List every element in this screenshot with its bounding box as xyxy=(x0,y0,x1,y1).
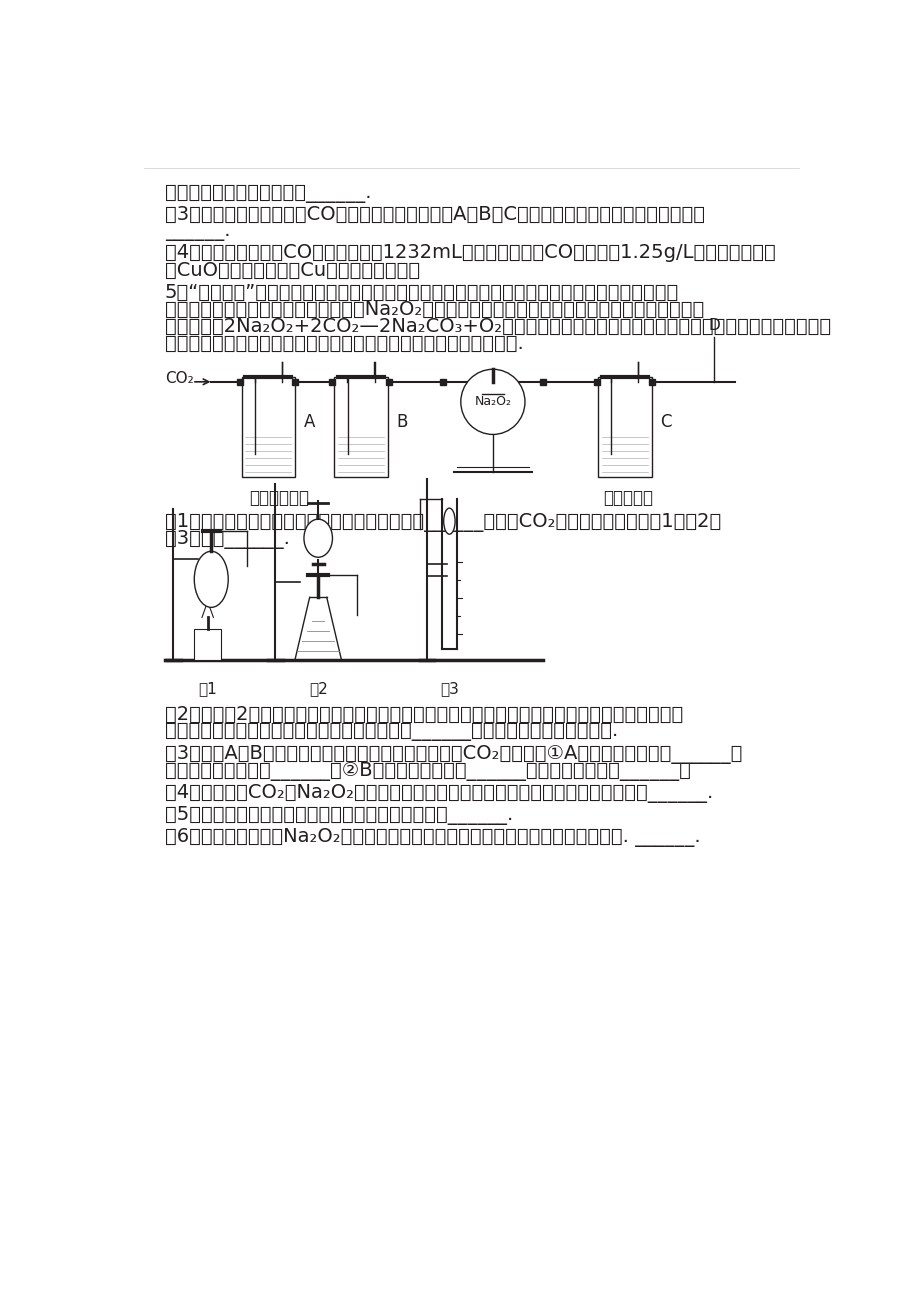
Text: C: C xyxy=(659,413,671,431)
Text: 图2: 图2 xyxy=(309,681,327,697)
Ellipse shape xyxy=(303,519,332,557)
Text: 发生的化学方程式是______；②B装置的具体功能是______，其瓶内液体应是______；: 发生的化学方程式是______；②B装置的具体功能是______，其瓶内液体应是… xyxy=(165,762,690,781)
Text: （2）检查图2装置的气密性的方法是：将装置中导气管上的胶皮管用弹簧夹夹住，往长颈漏斗中注: （2）检查图2装置的气密性的方法是：将装置中导气管上的胶皮管用弹簧夹夹住，往长颈… xyxy=(165,704,683,724)
Text: 图3中选择______.: 图3中选择______. xyxy=(165,530,289,549)
Text: A: A xyxy=(303,413,314,431)
Bar xyxy=(334,376,387,477)
Text: 澄清石灰水: 澄清石灰水 xyxy=(603,490,652,506)
Bar xyxy=(242,376,295,477)
Text: Na₂O₂: Na₂O₂ xyxy=(474,396,511,409)
Ellipse shape xyxy=(194,551,228,608)
Text: （3）设计A、B装置的目的是净化导入的纯净且干燥的CO₂．其中，①A装置的具体功能是______所: （3）设计A、B装置的目的是净化导入的纯净且干燥的CO₂．其中，①A装置的具体功… xyxy=(165,745,742,764)
Text: D: D xyxy=(708,318,719,333)
Bar xyxy=(597,376,651,477)
Text: （5）表明二氧化碳没有被过氧化钓完全吸收的现象是______.: （5）表明二氧化碳没有被过氧化钓完全吸收的现象是______. xyxy=(165,806,513,825)
Bar xyxy=(194,629,221,660)
Ellipse shape xyxy=(460,370,525,435)
Text: （1）实验室确定气体发生装置时应考虑的因素是______；制取CO₂的装置，应从下列图1、图2、: （1）实验室确定气体发生装置时应考虑的因素是______；制取CO₂的装置，应从… xyxy=(165,513,720,533)
Text: 水艦中的氧气再生剂，如：过氧化钓（Na₂O₂）在常温下能与人呼出的二氧化碳反应生成氧气，化学: 水艦中的氧气再生剂，如：过氧化钓（Na₂O₂）在常温下能与人呼出的二氧化碳反应生… xyxy=(165,299,703,319)
Text: 5、“婦娠一号”飞船的成功发射是我国航天事业的又一里程碑．金属过氧化物等可作宇宙飞船或潜: 5、“婦娠一号”飞船的成功发射是我国航天事业的又一里程碑．金属过氧化物等可作宇宙… xyxy=(165,283,678,302)
Text: （6）常温下水也能与Na₂O₂反应，生成氧气和氢氧化钓，写出该反应的化学方程式. ______.: （6）常温下水也能与Na₂O₂反应，生成氧气和氢氧化钓，写出该反应的化学方程式.… xyxy=(165,828,699,846)
Text: 图3: 图3 xyxy=(440,681,460,697)
Text: （3）若要测定分离出来的CO气体的体积，请从上图A、B、C三个装置中选择一个合理的量气装置: （3）若要测定分离出来的CO气体的体积，请从上图A、B、C三个装置中选择一个合理… xyxy=(165,206,704,224)
Text: 方程式为：2Na₂O₂+2CO₂—2Na₂CO₃+O₂；（过氧化钓还能与盐酸、水等物质发生反应产生氧气）为了验: 方程式为：2Na₂O₂+2CO₂—2Na₂CO₃+O₂；（过氧化钓还能与盐酸、水… xyxy=(165,316,830,336)
Text: 入水至液面高出漏斗颈的下端管口，若能观察到______现象，即可证明装置不漏气.: 入水至液面高出漏斗颈的下端管口，若能观察到______现象，即可证明装置不漏气. xyxy=(165,721,618,741)
Text: 原CuO，理论上可生成Cu的质量是多少克？: 原CuO，理论上可生成Cu的质量是多少克？ xyxy=(165,260,420,280)
Text: （4）为了确定CO₂跟Na₂O₂反应产生的气体是氧气，最后还要采用的验证实验操作是______.: （4）为了确定CO₂跟Na₂O₂反应产生的气体是氧气，最后还要采用的验证实验操作… xyxy=(165,784,712,803)
Ellipse shape xyxy=(443,508,455,534)
Text: ______.: ______. xyxy=(165,223,230,241)
Text: （4）若本实验所得到CO气体的体积为1232mL（该实验条件下CO的密度为1.25g/L），全部用来还: （4）若本实验所得到CO气体的体积为1232mL（该实验条件下CO的密度为1.2… xyxy=(165,243,775,263)
Text: 中发生反应的化学方程式为______.: 中发生反应的化学方程式为______. xyxy=(165,185,371,203)
Text: 图1: 图1 xyxy=(199,681,217,697)
Text: CO₂: CO₂ xyxy=(165,371,194,387)
Text: 碳酸氢钓溶液: 碳酸氢钓溶液 xyxy=(249,490,309,506)
Text: B: B xyxy=(396,413,407,431)
Text: 证该反应中氧气的产生，某兴趣小组的同学设计了如下图所示的实验.: 证该反应中氧气的产生，某兴趣小组的同学设计了如下图所示的实验. xyxy=(165,333,523,353)
